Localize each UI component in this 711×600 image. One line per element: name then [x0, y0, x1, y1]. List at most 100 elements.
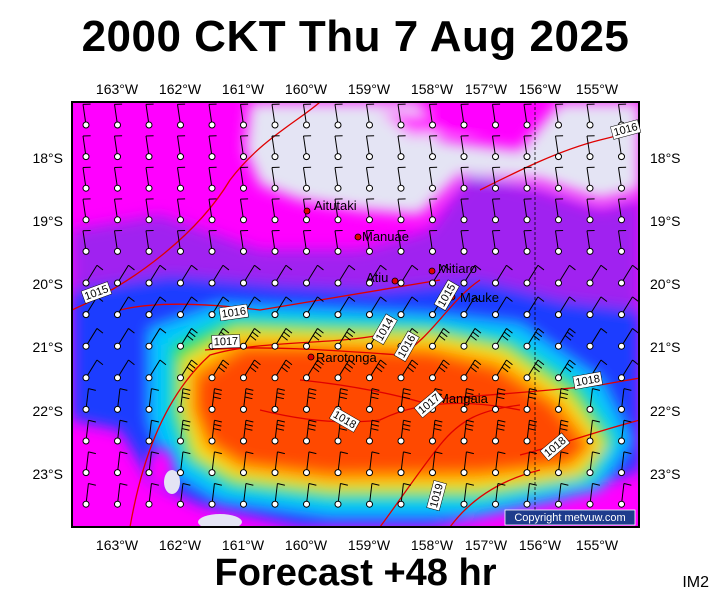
lon-label-top: 157°W: [465, 81, 508, 97]
wind-barb: [334, 198, 343, 224]
wind-barb: [176, 229, 186, 255]
wind-barb: [82, 135, 91, 161]
wind-barb: [428, 135, 438, 161]
wind-barb: [618, 419, 632, 445]
wind-barb: [176, 198, 186, 224]
wind-barb: [460, 451, 474, 477]
wind-barb: [397, 388, 411, 413]
lon-label-bottom: 159°W: [348, 537, 391, 553]
wind-barb: [397, 482, 411, 508]
wind-barb: [145, 296, 167, 319]
lon-label-top: 159°W: [348, 81, 391, 97]
wind-barb: [240, 451, 254, 477]
wind-barb: [82, 328, 104, 350]
wind-barb: [555, 328, 576, 350]
wind-barb: [460, 198, 469, 224]
wind-barb: [397, 229, 406, 255]
wind-barb: [239, 198, 249, 224]
wind-barb: [334, 359, 356, 382]
wind-barb: [239, 229, 249, 255]
wind-barb: [397, 419, 411, 445]
wind-speed-field: [72, 102, 639, 527]
wind-barb: [334, 135, 343, 161]
wind-barb: [113, 103, 123, 129]
wind-barb: [617, 198, 627, 224]
wind-barb: [145, 264, 167, 287]
wind-barb: [177, 296, 198, 319]
wind-barb: [271, 296, 293, 319]
calm-region-north: [245, 102, 639, 215]
wind-barb: [397, 135, 406, 161]
wind-barb: [586, 419, 600, 445]
wind-barb: [177, 388, 191, 413]
wind-barb: [523, 451, 537, 477]
wind-barb: [114, 419, 128, 445]
left-lat-labels: 18°S 19°S 20°S 21°S 22°S 23°S: [32, 150, 63, 482]
wind-barb: [113, 135, 123, 161]
wind-barb: [586, 296, 608, 319]
wind-barb: [586, 328, 608, 350]
wind-barb: [555, 359, 576, 382]
wind-barb: [177, 264, 198, 287]
wind-barb: [334, 229, 343, 255]
wind-barb: [428, 166, 438, 192]
wind-barb: [523, 419, 537, 445]
wind-barb: [460, 328, 482, 350]
wind-barb: [145, 103, 154, 129]
wind-barb: [82, 166, 91, 192]
wind-barb: [208, 296, 230, 319]
wind-barb: [145, 229, 154, 255]
wind-barb: [271, 359, 293, 382]
wind-barb: [145, 388, 159, 413]
wind-barb: [208, 419, 222, 445]
wind-barb: [491, 198, 501, 224]
isobar-label: 1016: [221, 305, 247, 320]
lat-label-left: 20°S: [32, 276, 63, 292]
wind-barb: [365, 229, 375, 255]
wind-barb: [303, 451, 317, 477]
red-core: [198, 350, 585, 472]
place-dot-rarotonga: [307, 353, 315, 361]
wind-barb: [145, 135, 154, 161]
wind-barb: [460, 482, 474, 508]
wind-barb: [82, 451, 96, 477]
wind-barb: [82, 388, 96, 413]
wind-barb: [618, 451, 632, 477]
wind-barb: [491, 135, 501, 161]
wind-barb: [271, 166, 280, 192]
lat-label-left: 18°S: [32, 150, 63, 166]
wind-barb: [113, 198, 123, 224]
lat-label-right: 21°S: [650, 339, 681, 355]
wind-barb: [366, 451, 380, 477]
wind-barb: [271, 451, 285, 477]
wind-barbs: [82, 103, 639, 508]
wind-barb: [208, 229, 217, 255]
wind-barb: [492, 264, 513, 287]
wind-barb: [366, 388, 380, 413]
wind-barb: [555, 482, 569, 508]
wind-barb: [586, 103, 595, 129]
wind-barb: [554, 198, 564, 224]
wind-barb: [240, 388, 254, 413]
lat-label-left: 21°S: [32, 339, 63, 355]
wind-barb: [334, 482, 348, 508]
wind-barb: [239, 135, 249, 161]
map-frame: [71, 101, 640, 528]
wind-barb: [334, 264, 356, 287]
wind-barb: [177, 482, 191, 508]
lon-label-top: 156°W: [519, 81, 562, 97]
wind-barb: [302, 229, 312, 255]
wind-barb: [460, 135, 469, 161]
wind-barb: [429, 359, 450, 382]
wind-barb: [617, 166, 627, 192]
wind-barb: [397, 296, 419, 319]
wind-barb: [460, 419, 474, 445]
wind-barb: [555, 451, 569, 477]
wind-barb: [523, 135, 532, 161]
wind-barb: [554, 229, 564, 255]
wind-barb: [177, 359, 198, 382]
wind-barb: [82, 198, 91, 224]
lon-label-bottom: 157°W: [465, 537, 508, 553]
place-label-rarotonga: Rarotonga: [316, 350, 377, 365]
lon-label-top: 163°W: [96, 81, 139, 97]
